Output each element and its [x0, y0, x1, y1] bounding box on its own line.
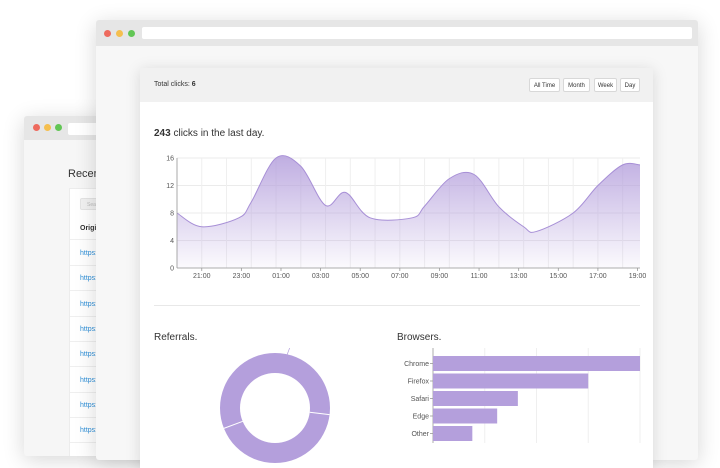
x-tick-label: 01:00	[272, 273, 290, 280]
total-clicks: Total clicks: 6	[154, 81, 196, 88]
bar-other	[433, 426, 473, 441]
bar-safari	[433, 391, 518, 406]
y-tick-label: 0	[170, 266, 174, 273]
link-row[interactable]: https:	[80, 300, 98, 308]
y-tick-label: 4	[170, 238, 174, 245]
x-tick-label: 15:00	[550, 273, 568, 280]
label-leader-line	[286, 348, 290, 356]
minimize-dot-icon[interactable]	[44, 124, 51, 131]
recent-links-title: Recen	[68, 168, 100, 180]
y-tick-label: 16	[166, 156, 174, 163]
link-row[interactable]: https:	[80, 427, 98, 435]
section-divider	[154, 305, 640, 306]
clicks-count: 243	[154, 128, 171, 139]
link-row[interactable]: https:	[80, 401, 98, 409]
minimize-dot-icon[interactable]	[116, 30, 123, 37]
maximize-dot-icon[interactable]	[55, 124, 62, 131]
bar-category-label: Firefox	[408, 379, 430, 386]
bar-chrome	[433, 356, 640, 371]
browsers-bar-chart: Chrome Firefox Safari Edge Other	[404, 348, 641, 443]
clicks-area-series	[177, 155, 640, 268]
referrals-title: Referrals.	[154, 332, 198, 343]
address-bar[interactable]	[142, 27, 692, 39]
close-dot-icon[interactable]	[33, 124, 40, 131]
x-tick-label: 13:00	[510, 273, 528, 280]
link-row[interactable]: https:	[80, 325, 98, 333]
bar-category-label: Safari	[411, 396, 430, 403]
browsers-title: Browsers.	[397, 332, 442, 343]
slice-separator	[309, 411, 330, 416]
x-tick-label: 17:00	[589, 273, 607, 280]
bar-edge	[433, 408, 498, 424]
total-clicks-label: Total clicks:	[154, 81, 190, 88]
link-row[interactable]: https:	[80, 250, 98, 257]
x-tick-label: 21:00	[193, 273, 211, 280]
bar-category-label: Other	[411, 431, 429, 438]
bar-firefox	[433, 373, 589, 389]
analytics-card: Total clicks: 6 All Time Month Week Day …	[140, 68, 653, 468]
x-tick-label: 09:00	[431, 273, 449, 280]
filter-day-button[interactable]: Day	[620, 78, 640, 92]
x-tick-label: 11:00	[471, 273, 488, 280]
x-tick-label: 03:00	[312, 273, 330, 280]
x-tick-label: 07:00	[391, 273, 409, 280]
window-titlebar	[96, 20, 698, 46]
bar-category-label: Chrome	[404, 361, 429, 368]
filter-week-button[interactable]: Week	[594, 78, 617, 92]
y-tick-label: 12	[166, 183, 174, 190]
total-clicks-value: 6	[191, 81, 196, 88]
clicks-headline: 243 clicks in the last day.	[154, 128, 264, 139]
filter-month-button[interactable]: Month	[563, 78, 590, 92]
bar-category-label: Edge	[413, 414, 429, 421]
slice-separator	[223, 420, 243, 429]
x-tick-label: 23:00	[233, 273, 251, 280]
maximize-dot-icon[interactable]	[128, 30, 135, 37]
link-row[interactable]: https:	[80, 275, 98, 283]
clicks-line-series	[176, 155, 641, 233]
stats-header: Total clicks: 6 All Time Month Week Day	[140, 68, 653, 102]
clicks-text: clicks in the last day.	[173, 128, 265, 139]
x-tick-label: 05:00	[351, 273, 369, 280]
referrals-donut-chart: Direct	[220, 348, 330, 464]
clicks-area-chart: 0 4 8 12 16 21:00 23:00 01:00 03:00 05:00 07:00 09:…	[166, 155, 647, 280]
filter-all-time-button[interactable]: All Time	[529, 78, 560, 92]
link-row[interactable]: https:	[80, 376, 98, 384]
link-row[interactable]: https:	[80, 351, 98, 359]
column-header-original: Origi	[80, 225, 97, 232]
x-tick-label: 19:00	[629, 273, 647, 280]
close-dot-icon[interactable]	[104, 30, 111, 37]
pie-slice	[220, 352, 330, 464]
y-tick-label: 8	[170, 211, 174, 218]
